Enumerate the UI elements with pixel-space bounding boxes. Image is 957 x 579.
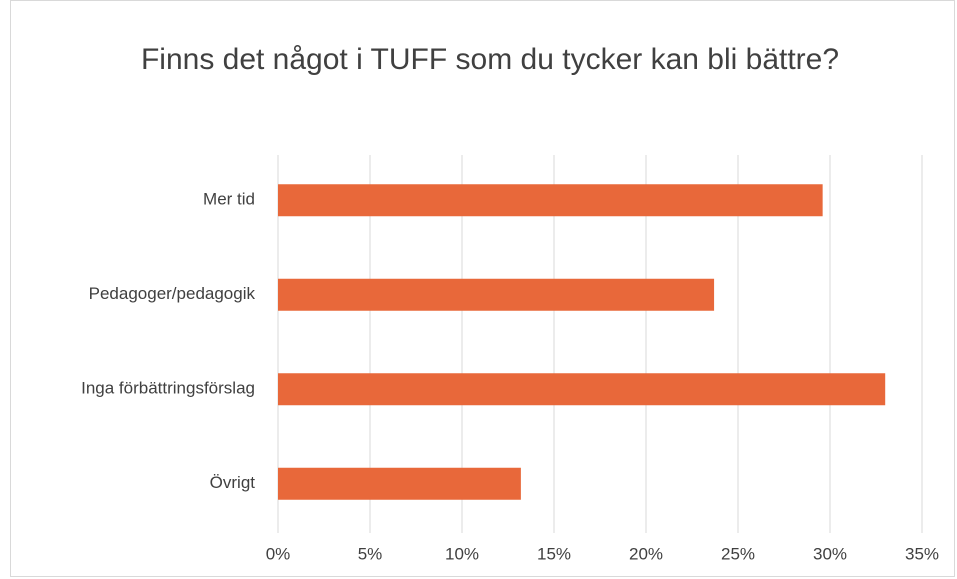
- x-tick-label: 25%: [721, 544, 755, 563]
- y-tick-label: Inga förbättringsförslag: [81, 379, 255, 398]
- x-tick-label: 30%: [813, 544, 847, 563]
- x-tick-label: 35%: [905, 544, 939, 563]
- chart-title: Finns det något i TUFF som du tycker kan…: [140, 43, 840, 76]
- y-tick-label: Pedagoger/pedagogik: [89, 284, 256, 303]
- x-tick-label: 5%: [358, 544, 383, 563]
- bar: [278, 184, 823, 217]
- x-tick-label: 20%: [629, 544, 663, 563]
- x-tick-label: 15%: [537, 544, 571, 563]
- chart-frame: [10, 0, 955, 577]
- x-tick-label: 0%: [266, 544, 291, 563]
- bar: [278, 467, 521, 500]
- y-tick-label: Mer tid: [203, 190, 255, 209]
- x-tick-label: 10%: [445, 544, 479, 563]
- bar: [278, 278, 715, 311]
- bar: [278, 373, 886, 406]
- y-tick-label: Övrigt: [210, 473, 256, 492]
